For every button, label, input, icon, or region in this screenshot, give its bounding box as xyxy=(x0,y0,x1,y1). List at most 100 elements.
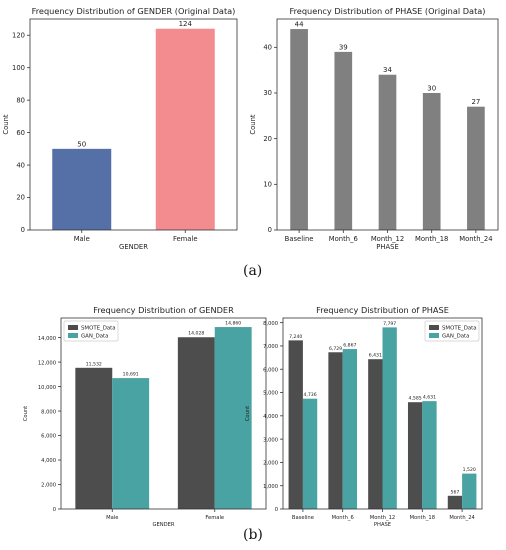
bar-Male xyxy=(52,148,112,230)
chart-title: Frequency Distribution of GENDER (Origin… xyxy=(32,6,236,16)
legend-label: SMOTE_Data xyxy=(442,326,477,332)
legend-swatch xyxy=(68,325,78,330)
y-tick-label: 0 xyxy=(268,226,272,234)
bar-Month_24 xyxy=(467,106,485,230)
data-label: 30 xyxy=(427,84,436,92)
y-tick-label: 4,000 xyxy=(263,414,278,420)
bar-SMOTE_Data-Male xyxy=(75,367,113,509)
bar-Month_12 xyxy=(378,74,397,230)
x-tick-label: Month_24 xyxy=(459,235,492,243)
data-label: 39 xyxy=(339,43,348,51)
y-tick-label: 60 xyxy=(16,129,25,137)
data-label: 50 xyxy=(77,140,86,148)
legend: SMOTE_Data GAN_Data xyxy=(424,320,480,342)
chart-phase_orig: Frequency Distribution of PHASE (Origina… xyxy=(249,6,499,251)
data-label: 11,532 xyxy=(86,361,102,367)
x-axis-label: GENDER xyxy=(119,243,148,251)
bar-SMOTE_Data-Month_6 xyxy=(328,352,343,509)
bar-GAN_Data-Male xyxy=(112,378,150,509)
legend: SMOTE_Data GAN_Data xyxy=(63,320,119,342)
chart-gender_aug: Frequency Distribution of GENDER 11,532 14… xyxy=(23,305,267,528)
y-tick-label: 10,000 xyxy=(38,385,56,391)
chart-title: Frequency Distribution of PHASE xyxy=(316,305,449,315)
x-tick-label: Month_6 xyxy=(332,515,354,521)
y-tick-label: 20 xyxy=(263,135,272,143)
x-tick-label: Month_18 xyxy=(410,515,435,521)
bar-SMOTE_Data-Female xyxy=(177,337,215,509)
plot-frame xyxy=(29,18,238,231)
y-tick-label: 80 xyxy=(16,96,25,104)
data-label: 124 xyxy=(179,20,193,28)
y-tick-label: 8,000 xyxy=(263,321,278,327)
legend-label: GAN_Data xyxy=(442,334,469,340)
x-tick-label: Month_12 xyxy=(371,235,404,243)
y-tick-label: 40 xyxy=(263,44,272,52)
data-label: 7,797 xyxy=(383,321,396,327)
x-tick-label: Male xyxy=(74,235,90,243)
data-label: 14,028 xyxy=(188,331,204,337)
x-axis-label: GENDER xyxy=(152,522,174,528)
chart-phase_aug: Frequency Distribution of PHASE 7,240 6,72… xyxy=(245,305,483,528)
y-tick-label: 7,000 xyxy=(263,344,278,350)
bar-GAN_Data-Baseline xyxy=(302,398,318,509)
bar-GAN_Data-Female xyxy=(214,327,252,509)
y-tick-label: 5,000 xyxy=(263,391,278,397)
y-axis-label: Count xyxy=(245,406,251,421)
x-axis-label: PHASE xyxy=(374,522,391,528)
data-label: 44 xyxy=(295,21,304,29)
x-axis-label: PHASE xyxy=(376,243,398,251)
data-label: 6,867 xyxy=(343,343,356,349)
bar-Baseline xyxy=(290,29,308,230)
data-label: 1,520 xyxy=(463,467,476,473)
y-tick-label: 0 xyxy=(275,507,278,513)
y-tick-label: 1,000 xyxy=(263,484,278,490)
bar-GAN_Data-Month_6 xyxy=(342,349,358,509)
y-tick-label: 2,000 xyxy=(263,461,278,467)
x-tick-label: Baseline xyxy=(292,515,314,521)
caption-a: (a) xyxy=(243,263,263,279)
y-axis-label: Count xyxy=(249,114,257,135)
data-label: 4,736 xyxy=(303,392,316,398)
y-tick-label: 3,000 xyxy=(263,437,278,443)
data-label: 567 xyxy=(451,489,460,495)
y-axis-label: Count xyxy=(23,406,29,421)
plot-frame xyxy=(60,317,267,510)
y-tick-label: 12,000 xyxy=(38,360,56,366)
caption-b: (b) xyxy=(243,527,263,543)
y-tick-label: 4,000 xyxy=(41,458,56,464)
legend-label: SMOTE_Data xyxy=(81,326,116,332)
y-tick-label: 8,000 xyxy=(41,409,56,415)
data-label: 6,431 xyxy=(369,353,382,359)
bar-SMOTE_Data-Baseline xyxy=(288,340,303,509)
y-tick-label: 14,000 xyxy=(38,336,56,342)
y-tick-label: 120 xyxy=(12,31,25,39)
y-tick-label: 30 xyxy=(263,89,272,97)
data-label: 27 xyxy=(471,98,480,106)
x-tick-label: Baseline xyxy=(285,235,314,243)
x-tick-label: Female xyxy=(205,515,224,521)
data-label: 6,729 xyxy=(329,346,342,352)
y-tick-label: 100 xyxy=(12,64,25,72)
chart-title: Frequency Distribution of GENDER xyxy=(93,305,234,315)
bar-GAN_Data-Month_18 xyxy=(422,401,437,509)
legend-swatch xyxy=(68,333,78,338)
bar-Month_18 xyxy=(422,92,441,230)
x-tick-label: Month_12 xyxy=(370,515,395,521)
data-label: 7,240 xyxy=(289,334,302,340)
x-tick-label: Female xyxy=(173,235,198,243)
x-tick-label: Month_6 xyxy=(329,235,358,243)
y-tick-label: 10 xyxy=(263,181,272,189)
bar-SMOTE_Data-Month_18 xyxy=(407,402,423,509)
y-tick-label: 6,000 xyxy=(41,434,56,440)
y-axis-label: Count xyxy=(2,114,10,135)
bar-SMOTE_Data-Month_12 xyxy=(368,359,383,509)
x-tick-label: Month_18 xyxy=(415,235,448,243)
x-tick-label: Month_24 xyxy=(449,515,475,521)
bar-Month_6 xyxy=(334,51,353,230)
bar-GAN_Data-Month_24 xyxy=(462,473,477,509)
data-label: 10,691 xyxy=(123,372,139,378)
data-label: 14,860 xyxy=(225,321,241,327)
y-tick-label: 6,000 xyxy=(263,367,278,373)
legend-label: GAN_Data xyxy=(81,334,108,340)
